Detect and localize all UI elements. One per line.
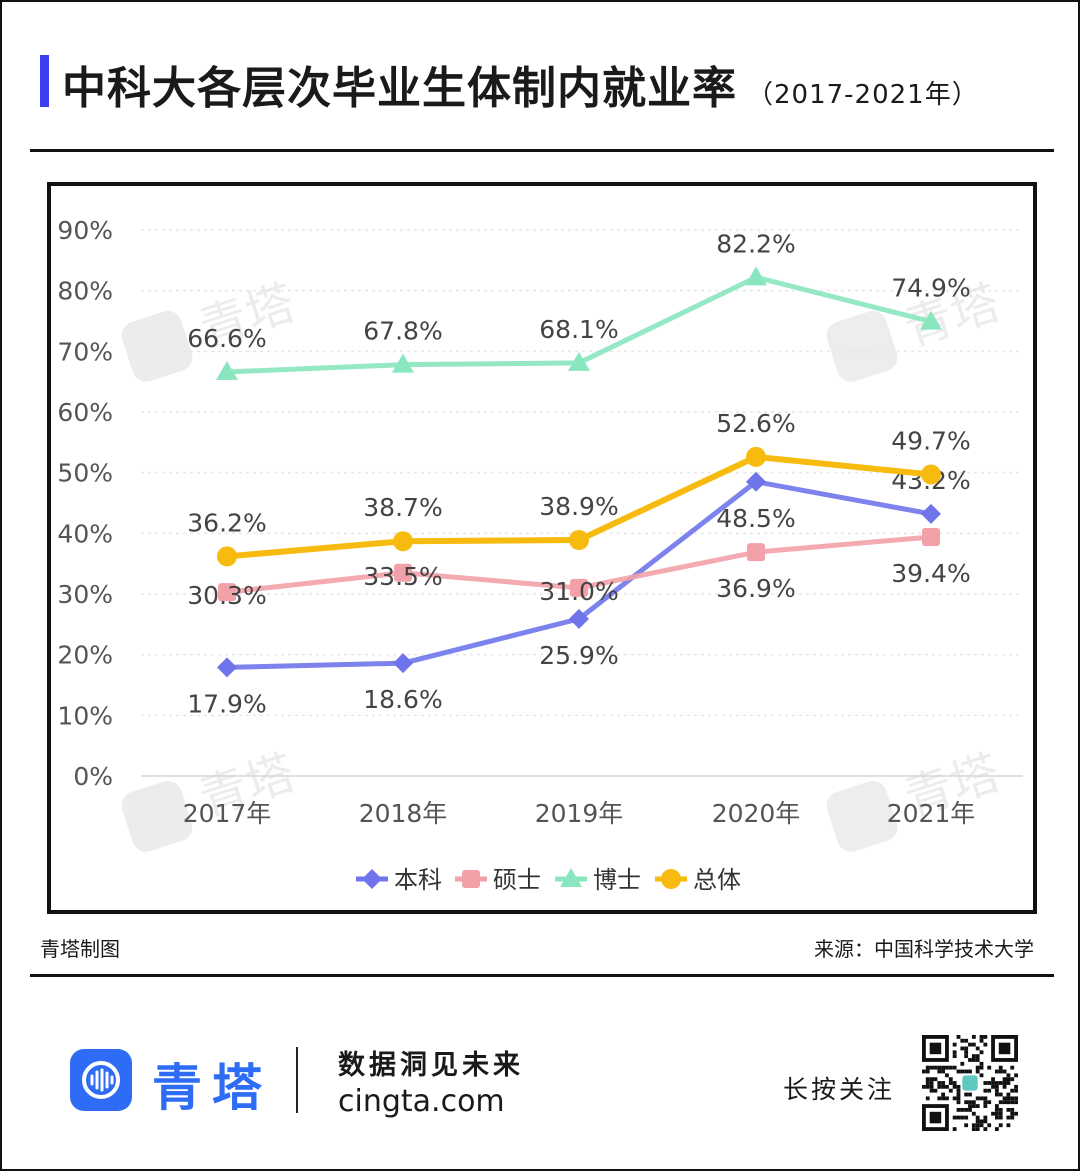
x-tick-label: 2020年 bbox=[712, 799, 801, 828]
data-point bbox=[570, 578, 588, 597]
data-point bbox=[746, 471, 766, 492]
footer-source: 来源：中国科学技术大学 bbox=[814, 937, 1034, 961]
brand-url[interactable]: cingta.com bbox=[338, 1084, 505, 1119]
y-tick-label: 40% bbox=[57, 519, 113, 548]
legend-marker bbox=[362, 869, 382, 889]
footer-credit: 青塔制图 bbox=[40, 937, 120, 961]
data-point bbox=[569, 530, 589, 551]
data-label: 38.7% bbox=[363, 493, 442, 522]
data-point bbox=[747, 543, 765, 562]
data-label: 31.0% bbox=[539, 577, 618, 606]
data-label: 67.8% bbox=[363, 317, 442, 346]
data-label: 36.2% bbox=[187, 508, 266, 537]
qr-code[interactable] bbox=[922, 1035, 1018, 1131]
x-tick-label: 2018年 bbox=[359, 799, 448, 828]
data-label: 52.6% bbox=[716, 409, 795, 438]
legend-marker bbox=[661, 869, 681, 889]
chart-title: 中科大各层次毕业生体制内就业率 （2017-2021年） bbox=[62, 52, 979, 116]
title-accent-bar bbox=[40, 55, 49, 107]
data-point bbox=[217, 546, 237, 567]
data-point bbox=[218, 583, 236, 602]
data-label: 36.9% bbox=[716, 574, 795, 603]
data-point bbox=[746, 446, 766, 467]
follow-prompt: 长按关注 bbox=[783, 1075, 896, 1104]
y-tick-label: 80% bbox=[57, 277, 113, 306]
legend-label: 总体 bbox=[693, 866, 741, 894]
data-point bbox=[216, 360, 238, 380]
y-tick-label: 30% bbox=[57, 580, 113, 609]
y-tick-label: 50% bbox=[57, 459, 113, 488]
y-tick-label: 0% bbox=[73, 762, 113, 791]
legend-marker bbox=[462, 870, 480, 888]
y-tick-label: 20% bbox=[57, 641, 113, 670]
data-label: 30.3% bbox=[187, 581, 266, 610]
top-rule bbox=[30, 149, 1054, 152]
data-label: 39.4% bbox=[891, 559, 970, 588]
data-point bbox=[217, 657, 237, 678]
data-label: 82.2% bbox=[716, 229, 795, 258]
data-point bbox=[393, 531, 413, 552]
y-tick-label: 60% bbox=[57, 398, 113, 427]
y-tick-label: 90% bbox=[57, 216, 113, 245]
y-tick-label: 10% bbox=[57, 701, 113, 730]
y-tick-label: 70% bbox=[57, 337, 113, 366]
data-label: 68.1% bbox=[539, 315, 618, 344]
chart-subtitle: （2017-2021年） bbox=[747, 80, 979, 110]
data-label: 38.9% bbox=[539, 492, 618, 521]
watermark: 青塔 bbox=[826, 745, 1006, 852]
bottom-rule bbox=[30, 974, 1054, 977]
data-point bbox=[921, 464, 941, 485]
chart-box: 青塔 青塔 青塔 青塔 0% 10% 20% 30% 40% 50% 60% 70% 80% 90% 201… bbox=[47, 182, 1037, 914]
data-point bbox=[393, 653, 413, 674]
x-tick-label: 2021年 bbox=[887, 799, 976, 828]
data-point bbox=[920, 310, 942, 330]
legend-label: 博士 bbox=[593, 866, 641, 894]
data-point bbox=[745, 266, 767, 286]
data-label: 33.5% bbox=[363, 562, 442, 591]
legend-label: 本科 bbox=[394, 866, 442, 894]
data-point bbox=[922, 527, 940, 546]
data-point bbox=[392, 353, 414, 373]
data-label: 49.7% bbox=[891, 426, 970, 455]
data-label: 48.5% bbox=[716, 504, 795, 533]
data-point bbox=[921, 503, 941, 524]
legend-label: 硕士 bbox=[493, 866, 541, 894]
data-label: 18.6% bbox=[363, 685, 442, 714]
data-label: 74.9% bbox=[891, 274, 970, 303]
data-point bbox=[569, 608, 589, 629]
legend-marker bbox=[560, 868, 582, 887]
brand-name: 青塔 bbox=[152, 1059, 272, 1117]
title-text: 中科大各层次毕业生体制内就业率 bbox=[62, 63, 737, 114]
brand-slogan: 数据洞见未来 bbox=[338, 1050, 524, 1081]
brand-divider bbox=[296, 1047, 298, 1113]
x-tick-label: 2019年 bbox=[535, 799, 624, 828]
data-point bbox=[394, 563, 412, 582]
data-point bbox=[568, 351, 590, 371]
data-label: 66.6% bbox=[187, 324, 266, 353]
brand-logo-icon bbox=[70, 1049, 132, 1111]
data-label: 17.9% bbox=[187, 689, 266, 718]
data-label: 25.9% bbox=[539, 641, 618, 670]
x-tick-label: 2017年 bbox=[183, 799, 272, 828]
